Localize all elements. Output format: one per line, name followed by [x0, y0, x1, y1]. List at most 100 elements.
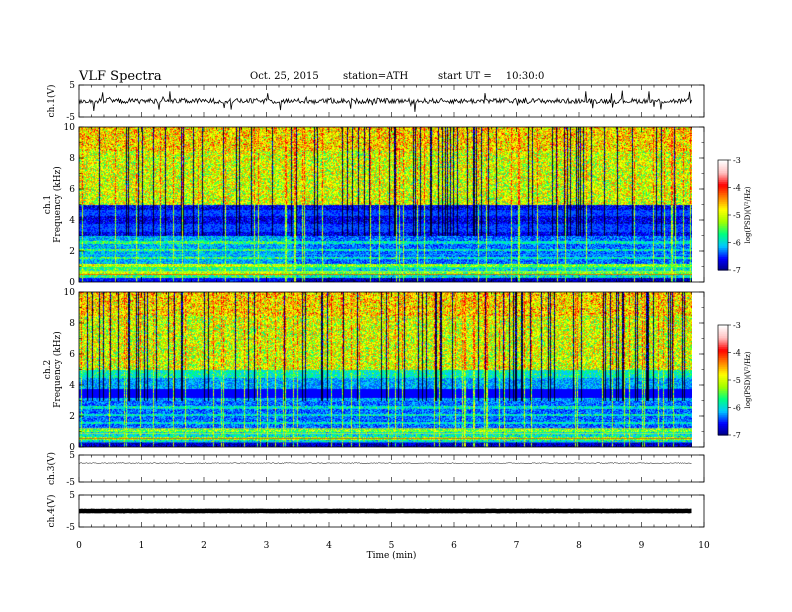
y-axis-label: ch.3(V)	[46, 452, 57, 485]
x-tick-label: 3	[264, 541, 270, 551]
colorbar-tick-label: -4	[733, 349, 741, 358]
y-tick-label: 2	[69, 247, 75, 257]
colorbar-tick-label: -3	[733, 321, 741, 330]
colorbar-segment	[718, 402, 728, 405]
colorbar-segment	[718, 182, 728, 185]
colorbar-segment	[718, 385, 728, 388]
x-tick-label: 2	[201, 541, 207, 551]
colorbar-segment	[718, 240, 728, 244]
y-axis-label: Frequency (kHz)	[52, 331, 63, 408]
y-tick-label: 6	[69, 185, 75, 195]
y-axis-label: ch.1(V)	[46, 85, 57, 118]
colorbar-segment	[718, 227, 728, 231]
x-tick-label: 0	[76, 541, 82, 551]
colorbar-segment	[718, 326, 728, 330]
colorbar-segment	[718, 383, 728, 387]
colorbar-segment	[718, 431, 728, 434]
colorbar-segment	[718, 389, 728, 392]
colorbar-segment	[718, 414, 728, 418]
colorbar-segment	[718, 257, 728, 260]
colorbar-segment	[718, 224, 728, 227]
y-axis-label: Frequency (kHz)	[52, 166, 63, 243]
colorbar-segment	[718, 222, 728, 225]
spectrogram-ch1	[79, 127, 692, 282]
colorbar-segment	[718, 171, 728, 174]
y-tick-label: 5	[69, 81, 75, 91]
colorbar-segment	[718, 253, 728, 256]
colorbar-segment	[718, 187, 728, 190]
colorbar-segment	[718, 374, 728, 377]
colorbar-segment	[718, 336, 728, 339]
colorbar-segment	[718, 348, 728, 352]
colorbar-tick-label: -7	[733, 431, 741, 440]
colorbar-segment	[718, 191, 728, 194]
colorbar-segment	[718, 387, 728, 390]
colorbar-segment	[718, 407, 728, 410]
colorbar-segment	[718, 260, 728, 264]
colorbar-segment	[718, 180, 728, 183]
colorbar-segment	[718, 425, 728, 429]
x-tick-label: 5	[389, 541, 395, 551]
colorbar-segment	[718, 229, 728, 233]
colorbar-segment	[718, 226, 728, 229]
colorbar-segment	[718, 418, 728, 421]
colorbar-segment	[718, 204, 728, 207]
colorbar-segment	[718, 405, 728, 409]
y-tick-label: 5	[69, 451, 75, 461]
y-tick-label: 6	[69, 350, 75, 360]
colorbar-tick-label: -5	[733, 211, 741, 220]
colorbar-segment	[718, 211, 728, 214]
y-tick-label: -5	[66, 523, 75, 533]
y-tick-label: -5	[66, 113, 75, 123]
colorbar-segment	[718, 178, 728, 181]
colorbar-segment	[718, 220, 728, 223]
colorbar-segment	[718, 427, 728, 431]
start-time-prefix: start UT =	[438, 71, 492, 82]
colorbar-segment	[718, 352, 728, 355]
colorbar-segment	[718, 367, 728, 370]
y-tick-label: 8	[69, 154, 75, 164]
colorbar-segment	[718, 350, 728, 354]
colorbar-segment	[718, 365, 728, 368]
colorbar-segment	[718, 341, 728, 344]
colorbar-tick-label: -6	[733, 239, 741, 248]
x-tick-label: 4	[326, 541, 332, 551]
waveform-lines	[78, 90, 692, 514]
x-tick-label: 6	[451, 541, 457, 551]
colorbar-segment	[718, 359, 728, 363]
colorbar-segment	[718, 422, 728, 425]
colorbar-label: log(PSD)(V²/Hz)	[744, 186, 752, 243]
colorbar-segment	[718, 231, 728, 234]
y-tick-label: 2	[69, 412, 75, 422]
colorbar-segment	[718, 372, 728, 376]
colorbar-segment	[718, 167, 728, 170]
colorbar-segment	[718, 337, 728, 341]
colorbar-segment	[718, 356, 728, 359]
x-tick-label: 10	[698, 541, 710, 551]
spectrogram-images	[79, 127, 692, 447]
colorbar-label: log(PSD)(V²/Hz)	[744, 351, 752, 408]
colorbar-segment	[718, 378, 728, 381]
colorbar-segment	[718, 358, 728, 361]
colorbar-segment	[718, 233, 728, 236]
colorbar-segment	[718, 200, 728, 203]
colorbar-segment	[718, 215, 728, 218]
colorbar-segment	[718, 403, 728, 407]
colorbar-segment	[718, 354, 728, 357]
station-label: station=ATH	[343, 71, 409, 82]
start-time-label: start UT = 10:30:0	[438, 71, 558, 82]
colorbar-segment	[718, 183, 728, 187]
axes	[78, 84, 731, 528]
start-time-value: 10:30:0	[505, 71, 545, 82]
colorbar-segment	[718, 196, 728, 200]
y-tick-label: 8	[69, 319, 75, 329]
y-tick-label: 10	[64, 288, 76, 298]
colorbar-segment	[718, 433, 728, 436]
spectrogram-ch2	[79, 292, 692, 447]
colorbar-segment	[718, 169, 728, 172]
colorbar-tick-label: -3	[733, 156, 741, 165]
colorbar-segment	[718, 376, 728, 379]
colorbar-segment	[718, 330, 728, 333]
colorbar-segment	[718, 396, 728, 399]
